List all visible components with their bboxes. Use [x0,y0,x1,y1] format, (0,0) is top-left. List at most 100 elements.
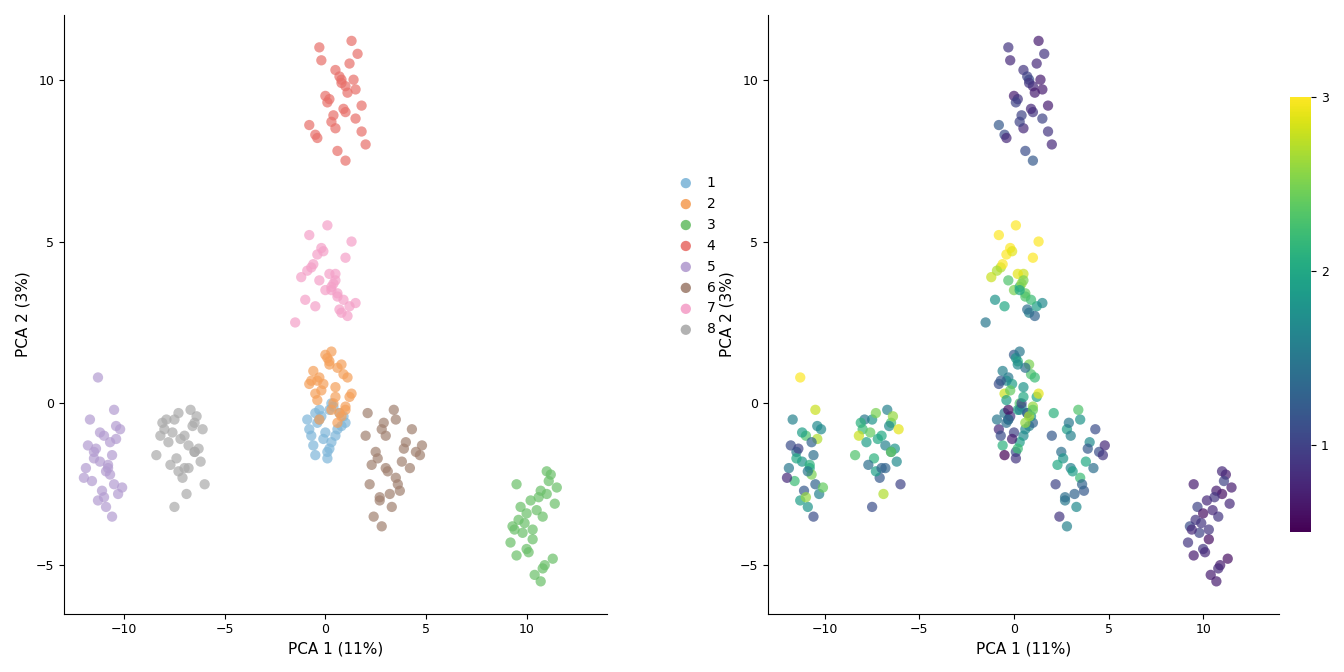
Point [323,278,344,289]
Point [351,126,372,137]
Point [297,265,319,276]
Point [301,376,323,386]
Point [1188,528,1210,538]
Point [890,479,911,490]
Point [285,317,306,328]
Point [1202,505,1223,515]
Point [362,460,383,470]
Point [337,372,359,383]
Point [1042,139,1063,150]
Point [1012,382,1034,392]
Point [97,463,118,474]
Point [157,437,179,448]
Point [866,408,887,419]
Point [1003,91,1024,101]
Point [1007,94,1028,105]
Point [87,495,109,506]
Point [1023,401,1044,412]
Point [1003,427,1024,438]
Point [1012,123,1034,134]
Point [1001,433,1023,444]
Point [1019,359,1040,370]
Point [165,453,187,464]
Point [305,450,327,460]
Point [1183,479,1204,490]
Point [1003,285,1024,296]
Point [190,456,211,467]
Point [313,378,335,389]
Point [181,421,203,431]
Point [1177,537,1199,548]
Point [409,450,430,460]
Point [184,446,206,457]
Point [505,479,527,490]
Point [306,376,328,386]
Point [306,132,328,143]
Point [317,97,339,108]
Point [109,424,130,435]
Point [780,440,801,451]
Point [1207,511,1228,522]
Point [540,469,562,480]
Point [1025,301,1047,312]
Point [177,440,199,451]
Point [305,388,327,399]
Point [306,249,328,260]
Point [797,466,818,476]
Point [329,408,351,419]
Point [1185,515,1207,526]
Point [1211,466,1232,476]
Point [1074,485,1095,496]
Point [329,304,351,315]
Point [1012,269,1034,280]
Point [786,453,808,464]
Point [530,485,551,496]
Point [339,301,360,312]
Point [1058,417,1079,428]
Point [784,476,805,487]
Point [73,472,94,483]
Point [1007,359,1028,370]
Point [992,366,1013,376]
Point [399,463,421,474]
Point [89,427,110,438]
Point [997,42,1019,52]
Point [793,485,814,496]
Point [1015,288,1036,298]
Point [1011,278,1032,289]
Point [290,271,312,282]
Point [345,84,367,95]
Point [1019,75,1040,85]
Point [331,307,352,318]
Point [325,382,347,392]
Point [153,424,175,435]
Point [1019,411,1040,422]
Point [309,405,331,415]
Point [99,469,121,480]
Point [401,424,422,435]
Point [411,440,433,451]
Point [384,414,406,425]
Point [305,408,327,419]
Point [1016,408,1038,419]
Point [331,77,352,88]
Point [298,378,320,389]
Point [314,91,336,101]
Point [333,103,355,114]
Point [1028,236,1050,247]
Point [984,294,1005,305]
Point [370,495,391,506]
Point [534,560,555,571]
Point [169,433,191,444]
Point [538,476,559,487]
Point [801,469,823,480]
Point [321,437,343,448]
Point [1215,469,1236,480]
Point [319,359,340,370]
Point [1012,65,1034,75]
Point [1043,408,1064,419]
Point [325,65,347,75]
Point [1015,291,1036,302]
Point [156,414,177,425]
Point [329,71,351,82]
